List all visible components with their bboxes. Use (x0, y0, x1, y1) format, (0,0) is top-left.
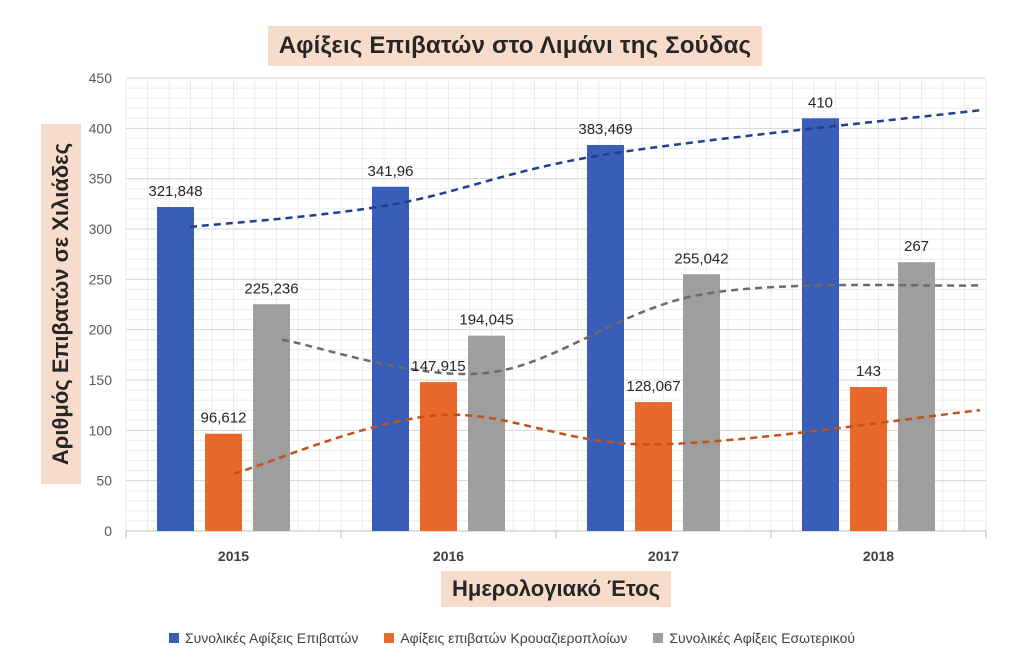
data-label: 255,042 (674, 250, 728, 267)
data-label: 321,848 (148, 183, 202, 200)
data-label: 194,045 (459, 312, 513, 329)
bar (587, 144, 624, 531)
trendline (281, 283, 981, 376)
bar (205, 433, 242, 531)
legend-label-domestic: Συνολικές Αφίξεις Εσωτερικού (669, 630, 856, 646)
legend-item-cruise: Αφίξεις επιβατών Κρουαζιεροπλοίων (384, 626, 627, 650)
bar (898, 262, 935, 531)
y-tick-label: 50 (96, 473, 112, 489)
legend-swatch-domestic (653, 633, 664, 643)
data-label: 128,067 (626, 378, 680, 395)
data-label: 225,236 (244, 280, 298, 297)
chart-title: Αφίξεις Επιβατών στο Λιμάνι της Σούδας (268, 26, 762, 66)
y-tick-label: 300 (89, 221, 113, 237)
y-tick-label: 400 (89, 120, 113, 136)
data-label: 143 (856, 363, 881, 380)
bar (683, 274, 720, 531)
legend-item-domestic: Συνολικές Αφίξεις Εσωτερικού (653, 626, 855, 650)
legend-swatch-total (168, 633, 179, 643)
x-axis-label: Ημερολογιακό Έτος (441, 571, 671, 607)
legend-swatch-cruise (384, 633, 395, 643)
bar (802, 118, 839, 532)
y-tick-label: 350 (89, 171, 113, 187)
data-label: 96,612 (201, 410, 247, 427)
y-tick-label: 100 (89, 422, 113, 438)
y-tick-label: 0 (104, 523, 112, 539)
legend-label-cruise: Αφίξεις επιβατών Κρουαζιεροπλοίων (400, 630, 628, 646)
legend: Συνολικές Αφίξεις Επιβατών Αφίξεις επιβα… (0, 626, 1024, 650)
y-tick-label: 200 (89, 322, 113, 338)
bar (850, 387, 887, 531)
trendline (189, 108, 981, 229)
x-tick-label: 2017 (648, 548, 679, 564)
trendline (233, 408, 981, 475)
bar (635, 402, 672, 531)
y-tick-label: 250 (89, 271, 113, 287)
data-label: 341,96 (368, 163, 414, 180)
data-label: 410 (808, 94, 833, 111)
legend-label-total: Συνολικές Αφίξεις Επιβατών (184, 630, 359, 646)
bar (420, 382, 457, 531)
bar (372, 186, 409, 532)
data-label: 147,915 (411, 358, 465, 375)
legend-item-total: Συνολικές Αφίξεις Επιβατών (168, 626, 359, 650)
y-axis-label-background (41, 124, 81, 484)
data-label: 383,469 (578, 121, 632, 138)
data-label: 267 (904, 238, 929, 255)
y-tick-label: 450 (89, 70, 113, 86)
x-tick-label: 2016 (433, 548, 464, 564)
bar (468, 335, 505, 531)
bar (253, 304, 290, 531)
x-tick-label: 2018 (863, 548, 894, 564)
bar (157, 207, 194, 531)
x-tick-label: 2015 (218, 548, 249, 564)
y-tick-label: 150 (89, 372, 113, 388)
